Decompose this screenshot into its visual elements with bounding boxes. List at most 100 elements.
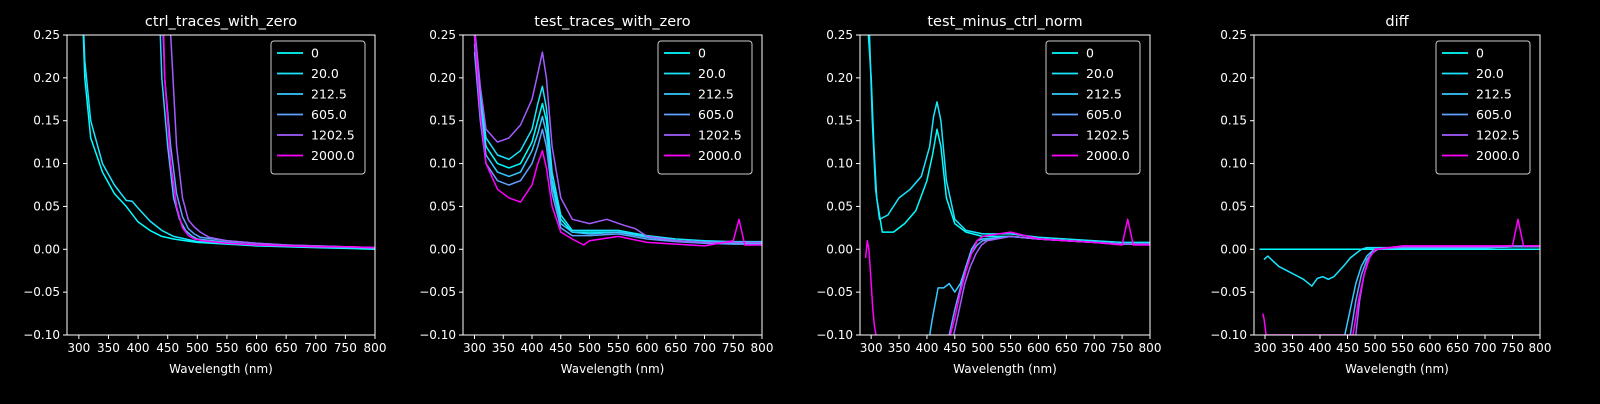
- x-tick-label: 750: [334, 341, 357, 355]
- series-line-212.5: [1344, 245, 1540, 335]
- chart-title: test_minus_ctrl_norm: [927, 14, 1082, 30]
- y-tick-label: 0.05: [33, 199, 60, 213]
- legend: 0 20.0 212.5 605.0 1202.5 2000.0: [657, 40, 753, 175]
- x-tick-label: 700: [693, 341, 716, 355]
- y-tick-label: −0.05: [1210, 285, 1247, 299]
- legend-label: 1202.5: [1476, 128, 1520, 143]
- legend-label: 605.0: [1086, 107, 1122, 122]
- y-tick-label: 0.15: [826, 114, 853, 128]
- x-tick-label: 500: [1364, 341, 1387, 355]
- axes-frame: [859, 34, 1151, 336]
- x-tick-label: 650: [1446, 341, 1469, 355]
- x-tick-label: 600: [245, 341, 268, 355]
- x-tick-label: 300: [860, 341, 883, 355]
- legend-label: 212.5: [698, 87, 734, 102]
- series-line-2000.0: [473, 35, 762, 247]
- y-tick-label: 0.20: [33, 71, 60, 85]
- x-tick-label: 650: [1055, 341, 1078, 355]
- x-tick-label: 500: [971, 341, 994, 355]
- axes-frame: [66, 34, 376, 336]
- y-tick-label: −0.05: [419, 285, 456, 299]
- x-tick-label: 800: [364, 341, 387, 355]
- y-tick-label: 0.10: [1220, 157, 1247, 171]
- y-tick-label: 0.15: [1220, 114, 1247, 128]
- legend-label: 1202.5: [311, 128, 355, 143]
- chart-title: ctrl_traces_with_zero: [145, 14, 297, 30]
- chart-panel-1: 300 350 400 450 500 550 600 650 700 750 800 −0.10 −0…: [23, 14, 387, 376]
- y-tick-label: 0.10: [429, 157, 456, 171]
- legend-label: 20.0: [1086, 66, 1114, 81]
- x-tick-label: 450: [1336, 341, 1359, 355]
- x-tick-label: 550: [607, 341, 630, 355]
- y-tick-label: 0.15: [429, 114, 456, 128]
- x-tick-label: 750: [722, 341, 745, 355]
- y-tick-label: −0.10: [816, 328, 853, 342]
- x-axis-label: Wavelength (nm): [169, 362, 273, 376]
- x-tick-label: 500: [186, 341, 209, 355]
- legend-label: 1202.5: [698, 128, 742, 143]
- legend-label: 2000.0: [1476, 148, 1520, 163]
- chart-panel-2: 300 350 400 450 500 550 600 650 700 750 800 −0.10 −0…: [419, 14, 773, 376]
- legend-label: 2000.0: [698, 148, 742, 163]
- x-tick-label: 600: [1419, 341, 1442, 355]
- x-tick-label: 350: [888, 341, 911, 355]
- x-tick-label: 650: [275, 341, 298, 355]
- y-tick-label: −0.05: [816, 285, 853, 299]
- series-line-605.0: [1349, 245, 1540, 335]
- legend-label: 1202.5: [1086, 128, 1130, 143]
- y-tick-label: 0.25: [826, 28, 853, 42]
- x-tick-label: 450: [549, 341, 572, 355]
- legend-label: 2000.0: [311, 148, 355, 163]
- y-tick-label: 0.00: [429, 242, 456, 256]
- x-axis-label: Wavelength (nm): [1345, 362, 1449, 376]
- x-tick-label: 400: [1309, 341, 1332, 355]
- legend: 0 20.0 212.5 605.0 1202.5 2000.0: [1435, 40, 1531, 175]
- series-line-1202.5: [1355, 245, 1540, 335]
- x-tick-label: 600: [636, 341, 659, 355]
- x-tick-label: 800: [1529, 341, 1552, 355]
- series-group: [473, 35, 762, 247]
- chart-panel-4: 300 350 400 450 500 550 600 650 700 750 800 −0.10 −0…: [1210, 14, 1551, 376]
- x-tick-label: 500: [578, 341, 601, 355]
- y-tick-label: 0.25: [1220, 28, 1247, 42]
- legend-label: 605.0: [311, 107, 347, 122]
- series-line-1202.5: [169, 35, 375, 249]
- legend-label: 0: [311, 46, 319, 61]
- x-tick-label: 300: [463, 341, 486, 355]
- chart-title: test_traces_with_zero: [534, 14, 691, 30]
- legend-label: 20.0: [311, 66, 339, 81]
- legend: 0 20.0 212.5 605.0 1202.5 2000.0: [270, 40, 366, 175]
- y-tick-label: 0.00: [826, 242, 853, 256]
- legend-label: 212.5: [311, 87, 347, 102]
- legend: 0 20.0 212.5 605.0 1202.5 2000.0: [1045, 40, 1141, 175]
- y-tick-label: 0.05: [826, 199, 853, 213]
- y-tick-label: −0.10: [1210, 328, 1247, 342]
- legend-label: 2000.0: [1086, 148, 1130, 163]
- x-tick-label: 800: [751, 341, 774, 355]
- legend-label: 605.0: [1476, 107, 1512, 122]
- series-line-2000.0: [1262, 218, 1540, 335]
- y-tick-label: 0.00: [1220, 242, 1247, 256]
- series-line-2000.0: [864, 218, 1150, 335]
- x-tick-label: 300: [67, 341, 90, 355]
- series-line-0: [82, 35, 375, 251]
- x-tick-label: 800: [1139, 341, 1162, 355]
- x-tick-label: 750: [1501, 341, 1524, 355]
- x-tick-label: 450: [943, 341, 966, 355]
- x-tick-label: 350: [97, 341, 120, 355]
- x-axis-label: Wavelength (nm): [561, 362, 665, 376]
- x-tick-label: 550: [999, 341, 1022, 355]
- x-tick-label: 700: [1083, 341, 1106, 355]
- series-line-605.0: [473, 52, 762, 245]
- x-tick-label: 700: [304, 341, 327, 355]
- y-tick-label: 0.05: [429, 199, 456, 213]
- x-tick-label: 300: [1254, 341, 1277, 355]
- x-tick-label: 450: [156, 341, 179, 355]
- series-line-1202.5: [474, 35, 762, 244]
- x-tick-label: 600: [1027, 341, 1050, 355]
- series-group: [82, 35, 375, 251]
- y-tick-label: 0.20: [826, 71, 853, 85]
- x-tick-label: 400: [915, 341, 938, 355]
